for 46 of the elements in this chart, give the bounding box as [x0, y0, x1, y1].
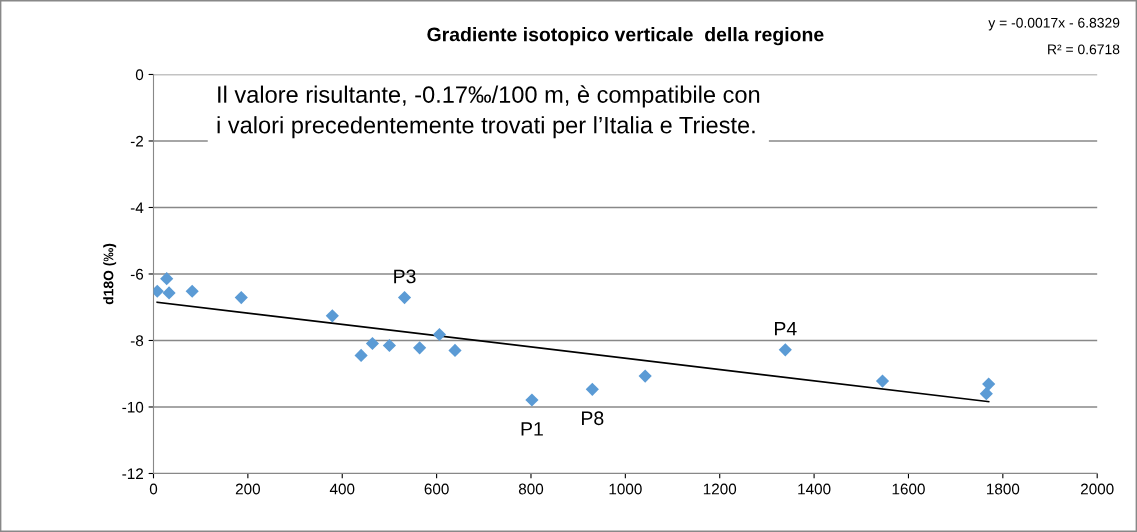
annotation: P4 — [775, 322, 797, 336]
point — [162, 286, 176, 300]
y-axis-title: d18O (‰) — [103, 243, 117, 305]
point — [448, 343, 462, 358]
point — [432, 327, 447, 342]
point — [234, 291, 248, 305]
x-tick-label: 1000 — [609, 483, 642, 495]
y-tick-label: 0 — [135, 69, 144, 81]
point — [982, 377, 996, 391]
x-tick-label: 800 — [518, 483, 544, 495]
point — [413, 341, 427, 355]
point — [160, 272, 174, 286]
annotation: P8 — [582, 411, 604, 426]
point — [638, 369, 652, 383]
point — [365, 336, 380, 351]
chart-title: Gradiente isotopico verticale della regione — [427, 27, 824, 46]
point — [778, 343, 792, 357]
x-tick-label: 1200 — [703, 483, 737, 495]
point — [525, 393, 539, 407]
point — [185, 284, 199, 298]
x-tick-label: 2000 — [1080, 483, 1114, 495]
annotation: P3 — [394, 269, 416, 284]
x-tick-label: 200 — [235, 483, 261, 495]
annotation: Il valore risultante, -0.17‰/100 m, è compatibile con i valori precedentemente trovati per l’Italia e Trieste. — [217, 85, 760, 139]
y-tick-label: -8 — [130, 335, 144, 347]
text: R² = 0.6718 — [1048, 44, 1120, 55]
point — [585, 382, 599, 396]
x-tick-label: 1600 — [892, 483, 925, 495]
y-tick-label: -4 — [130, 202, 144, 214]
annotation: P1 — [521, 422, 543, 436]
x-tick-label: 0 — [149, 483, 158, 495]
y-tick-label: -6 — [130, 268, 144, 280]
x-tick-label: 1400 — [798, 483, 831, 495]
x-tick-label: 1800 — [987, 483, 1020, 495]
point — [354, 348, 368, 363]
x-tick-label: 600 — [424, 483, 449, 495]
point — [382, 338, 397, 353]
y-tick-label: -12 — [122, 468, 144, 480]
point — [397, 291, 412, 305]
x-tick-label: 400 — [329, 483, 355, 495]
y-tick-label: -2 — [130, 135, 144, 147]
point — [325, 309, 339, 323]
y-tick-label: -10 — [122, 401, 144, 413]
point — [875, 374, 890, 388]
point — [979, 387, 993, 401]
text: y = -0.0017x - 6.8329 — [988, 17, 1120, 31]
